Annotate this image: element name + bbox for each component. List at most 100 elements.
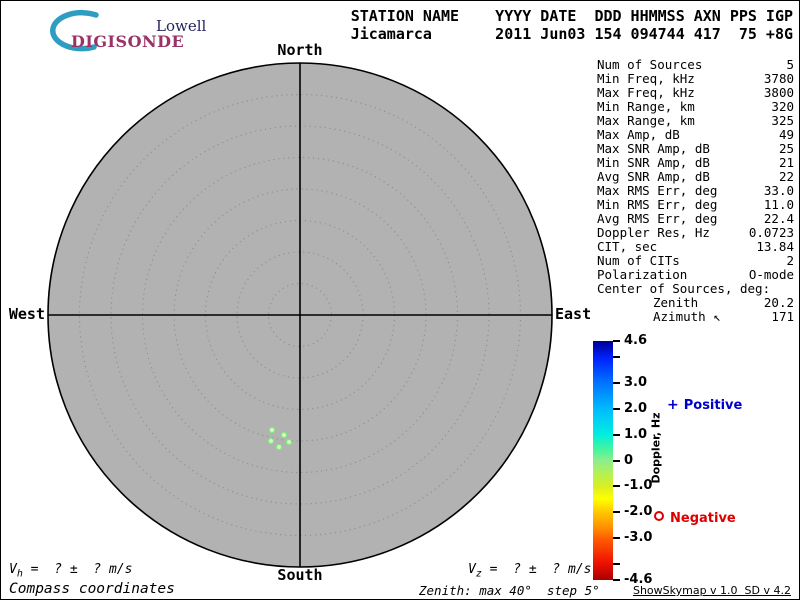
logo-crescent-icon xyxy=(50,9,99,52)
stats-row: Min RMS Err, deg 11.0 xyxy=(597,198,794,212)
colorbar-tick-label: 4.6 xyxy=(624,333,648,348)
stats-label: CIT, sec xyxy=(597,239,658,254)
compass-label-north: North xyxy=(277,41,323,59)
stats-row: Max Amp, dB 49 xyxy=(597,128,794,142)
colorbar-tick xyxy=(613,433,620,436)
stats-label: Max Range, km xyxy=(597,113,695,128)
source-dot xyxy=(267,437,275,445)
stats-row: Max Freq, kHz 3800 xyxy=(597,86,794,100)
colorbar-tick xyxy=(613,563,620,566)
stats-value: 0.0723 xyxy=(748,225,794,240)
legend-positive: + Positive xyxy=(667,398,742,413)
stats-row: Azimuth ↖ 171 xyxy=(597,310,794,324)
stats-value: O-mode xyxy=(748,267,794,282)
stats-value: 3780 xyxy=(763,71,794,86)
stats-row: Max Range, km 325 xyxy=(597,114,794,128)
stats-value: 22.4 xyxy=(763,211,794,226)
colorbar-tick-label: 1.0 xyxy=(624,426,648,442)
stats-value: 171 xyxy=(771,309,794,324)
stats-panel: Num of Sources 5 Min Freq, kHz 3780 Max Freq… xyxy=(597,58,794,324)
header-col-value: +8G xyxy=(765,24,794,43)
stats-row: Num of CITs 2 xyxy=(597,254,794,268)
stats-row: Doppler Res, Hz 0.0723 xyxy=(597,226,794,240)
stats-row: Center of Sources, deg: xyxy=(597,282,794,296)
stats-value: 33.0 xyxy=(763,183,794,198)
colorbar-tick xyxy=(613,511,620,514)
stats-label: Min RMS Err, deg xyxy=(597,197,718,212)
skymap-plot xyxy=(47,62,553,568)
stats-label: Num of CITs xyxy=(597,253,680,268)
stats-row: Max SNR Amp, dB 25 xyxy=(597,142,794,156)
colorbar-tick xyxy=(613,381,620,384)
stats-label: Min Range, km xyxy=(597,99,695,114)
zenith-range-note: Zenith: max 40° step 5° xyxy=(419,583,600,598)
colorbar-tick xyxy=(613,537,620,540)
stats-label: Polarization xyxy=(597,267,688,282)
coordinate-system-label: Compass coordinates xyxy=(9,581,175,597)
colorbar-tick-label: -4.6 xyxy=(624,572,653,587)
header-col-value: 154 xyxy=(594,24,622,43)
stats-row: Max RMS Err, deg 33.0 xyxy=(597,184,794,198)
header-col-value: 094744 xyxy=(630,24,685,43)
stats-row: Min Freq, kHz 3780 xyxy=(597,72,794,86)
header-col-value: 417 xyxy=(693,24,721,43)
stats-row: Polarization O-mode xyxy=(597,268,794,282)
stats-label: Min Freq, kHz xyxy=(597,71,695,86)
legend-negative-label: Negative xyxy=(670,511,736,526)
stats-row: Min Range, km 320 xyxy=(597,100,794,114)
header-col-label: YYYY xyxy=(495,7,532,25)
colorbar-tick-label: -2.0 xyxy=(624,504,653,520)
header-col-label: STATION NAME xyxy=(350,7,460,25)
logo-text-lowell: Lowell xyxy=(156,17,207,35)
colorbar-tick xyxy=(613,340,620,342)
stats-label: Azimuth ↖ xyxy=(653,309,721,324)
compass-label-south: South xyxy=(277,566,323,584)
colorbar-tick-label: 3.0 xyxy=(624,374,648,390)
circle-icon xyxy=(654,511,664,521)
colorbar-tick xyxy=(613,579,620,581)
plus-icon: + xyxy=(667,397,679,413)
version-label: ShowSkymap v 1.0 SD v 4.2 xyxy=(632,584,791,597)
stats-value: 5 xyxy=(786,57,794,72)
lowell-digisonde-logo: Lowell DIGISONDE xyxy=(11,7,246,52)
header-col-value: 2011 xyxy=(495,24,532,43)
stats-row: CIT, sec 13.84 xyxy=(597,240,794,254)
header-col-label: DDD xyxy=(594,7,622,25)
header-col-label: PPS xyxy=(729,7,757,25)
stats-value: 49 xyxy=(778,127,794,142)
stats-label: Min SNR Amp, dB xyxy=(597,155,710,170)
compass-label-west: West xyxy=(8,305,45,323)
stats-value: 22 xyxy=(778,169,794,184)
vh-velocity-readout: Vh = ? ± ? m/s xyxy=(9,562,133,580)
stats-value: 25 xyxy=(778,141,794,156)
stats-value: 325 xyxy=(771,113,794,128)
colorbar-tick-label: 2.0 xyxy=(624,400,648,416)
stats-value: 20.2 xyxy=(763,295,794,310)
source-dot xyxy=(280,431,288,439)
stats-label: Center of Sources, deg: xyxy=(597,281,771,296)
stats-label: Doppler Res, Hz xyxy=(597,225,710,240)
stats-row: Avg RMS Err, deg 22.4 xyxy=(597,212,794,226)
header-col-label: HHMMSS xyxy=(630,7,685,25)
doppler-colorbar: 4.6 3.0 2.0 1.0 0 -1.0 -2.0 -3.0 -4.6 xyxy=(593,334,703,587)
colorbar-tick xyxy=(613,407,620,410)
header-col-value: Jicamarca xyxy=(350,24,432,43)
stats-label: Zenith xyxy=(653,295,699,310)
stats-label: Num of Sources xyxy=(597,57,703,72)
compass-label-east: East xyxy=(555,305,592,323)
source-dot xyxy=(285,438,293,446)
stats-value: 13.84 xyxy=(756,239,794,254)
stats-row: Zenith 20.2 xyxy=(597,296,794,310)
stats-row: Avg SNR Amp, dB 22 xyxy=(597,170,794,184)
stats-value: 21 xyxy=(778,155,794,170)
source-dot xyxy=(268,426,276,434)
stats-value: 2 xyxy=(786,253,794,268)
station-header: STATION NAME YYYY DATE DDD HHMMSS AXN PPS IGP J… xyxy=(350,7,794,44)
colorbar-tick-label: 0 xyxy=(624,452,634,468)
station-header-values: Jicamarca 2011 Jun03 154 094744 417 75 +8G xyxy=(350,24,794,44)
stats-row: Num of Sources 5 xyxy=(597,58,794,72)
header-col-label: IGP xyxy=(765,7,794,25)
header-col-label: AXN xyxy=(693,7,721,25)
legend-positive-label: Positive xyxy=(683,398,743,413)
